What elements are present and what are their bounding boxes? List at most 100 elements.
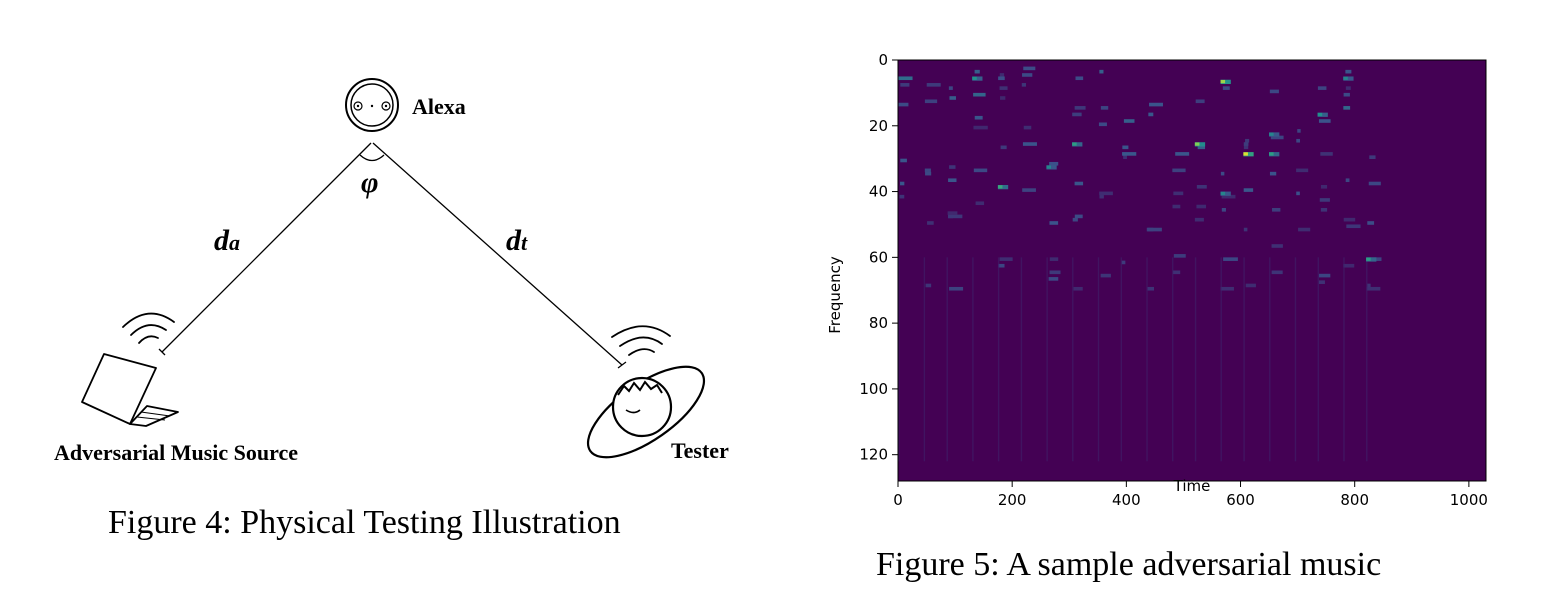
heatmap-cell <box>926 83 941 87</box>
figure4-caption: Figure 4: Physical Testing Illustration <box>108 504 621 541</box>
heatmap-cell <box>1366 257 1368 462</box>
x-axis-label: Time <box>1173 477 1211 495</box>
heatmap-cell <box>1172 204 1181 209</box>
heatmap-cell <box>1146 257 1148 462</box>
heatmap-hotspot <box>1072 142 1077 146</box>
heatmap-cell <box>948 214 963 219</box>
heatmap-cell <box>1072 257 1074 462</box>
heatmap-cell <box>948 86 953 90</box>
heatmap-cell <box>1245 138 1250 143</box>
heatmap-cell <box>1022 142 1037 146</box>
heatmap-cell <box>1269 257 1271 462</box>
heatmap-cell <box>1148 112 1154 117</box>
figure4-diagram: Alexa φ da dt Adversarial Music Source T… <box>54 78 729 465</box>
person-icon <box>586 365 706 459</box>
y-tick-label: 120 <box>859 446 888 464</box>
heatmap-cell <box>1074 181 1084 186</box>
heatmap-cell <box>948 178 957 183</box>
heatmap-cell <box>1243 145 1249 150</box>
sound-waves-icon <box>611 325 671 356</box>
heatmap-hotspot <box>972 76 977 80</box>
angle-arc <box>359 154 385 162</box>
heatmap-hotspot <box>997 185 1003 189</box>
heatmap-cell <box>1271 270 1283 275</box>
heatmap-cell <box>1296 138 1301 143</box>
heatmap-cell <box>1318 280 1325 284</box>
heatmap-hotspot <box>1220 79 1226 84</box>
heatmap-cell <box>900 158 907 163</box>
heatmap-cell <box>1346 224 1361 229</box>
heatmap-cell <box>997 257 1000 462</box>
angle-label: φ <box>361 166 379 199</box>
heatmap-cell <box>900 181 905 186</box>
heatmap-cell <box>1369 155 1376 160</box>
heatmap-cell <box>1122 145 1129 150</box>
heatmap-cell <box>946 257 948 462</box>
heatmap-cell <box>1046 257 1048 462</box>
heatmap-cell <box>1320 152 1333 156</box>
heatmap-hotspot <box>1220 79 1231 85</box>
heatmap-hotspot <box>1366 257 1377 262</box>
heatmap-cell <box>1172 257 1174 462</box>
heatmap-cell <box>999 73 1005 77</box>
heatmap-cell <box>1243 227 1248 232</box>
heatmap-cell <box>1147 227 1162 232</box>
heatmap-cell <box>1172 270 1181 275</box>
heatmap-cell <box>1345 69 1352 74</box>
heatmap-hotspot <box>1317 112 1323 117</box>
sound-waves-icon <box>122 312 175 344</box>
heatmap-cell <box>898 76 913 81</box>
heatmap-cell <box>1021 83 1026 87</box>
heatmap-hotspot <box>1072 142 1083 147</box>
heatmap-cell <box>1298 227 1311 232</box>
heatmap-cell <box>974 115 983 120</box>
heatmap-cell <box>973 125 988 130</box>
heatmap-hotspot <box>1243 152 1248 156</box>
source-label: Adversarial Music Source <box>54 440 298 465</box>
heatmap-cell <box>1000 145 1007 150</box>
heatmap-cell <box>1097 257 1100 462</box>
laptop-icon <box>81 353 179 427</box>
heatmap-cell <box>1296 191 1300 196</box>
heatmap-cell <box>1319 198 1330 202</box>
heatmap-cell <box>1343 263 1355 268</box>
heatmap-cell <box>1297 129 1301 133</box>
heatmap-cell <box>1243 142 1249 146</box>
heatmap-cell <box>1120 257 1123 462</box>
alexa-label: Alexa <box>412 94 466 119</box>
heatmap-cell <box>1320 184 1328 189</box>
figure5-caption: Figure 5: A sample adversarial music <box>876 546 1382 583</box>
heatmap-cell <box>1099 191 1113 196</box>
heatmap-cell <box>1368 181 1381 186</box>
heatmap-cell <box>1049 221 1059 225</box>
heatmap-hotspot <box>997 184 1009 190</box>
x-tick-label: 0 <box>893 491 903 509</box>
heatmap-cell <box>1317 257 1319 462</box>
heatmap-cell <box>925 283 932 288</box>
heatmap-cell <box>1173 254 1186 258</box>
heatmap-cell <box>1123 155 1127 160</box>
heatmap-cell <box>1220 286 1234 291</box>
heatmap-cell <box>925 171 932 176</box>
heatmap-cell <box>1023 125 1032 130</box>
heatmap-cell <box>1243 188 1254 192</box>
heatmap-hotspot <box>1366 257 1371 261</box>
heatmap-cell <box>1072 112 1082 117</box>
heatmap-cell <box>1222 86 1230 90</box>
heatmap-cell <box>1320 208 1328 212</box>
heatmap-cell <box>1074 106 1086 110</box>
heatmap-cell <box>972 257 974 462</box>
heatmap-cell <box>1073 286 1083 291</box>
plot-frame <box>897 59 1487 482</box>
heatmap-cell <box>1000 96 1006 100</box>
x-tick-label: 400 <box>1112 491 1141 509</box>
x-tick-label: 1000 <box>1450 491 1488 509</box>
heatmap-hotspot <box>1046 165 1057 170</box>
y-tick-label: 0 <box>878 51 888 69</box>
heatmap-hotspot <box>1243 152 1254 157</box>
heatmap-cell <box>975 201 985 206</box>
heatmap-cell <box>1072 217 1078 222</box>
heatmap-cell <box>947 211 958 215</box>
heatmap-cell <box>1317 86 1327 90</box>
heatmap-cell <box>1074 214 1083 219</box>
